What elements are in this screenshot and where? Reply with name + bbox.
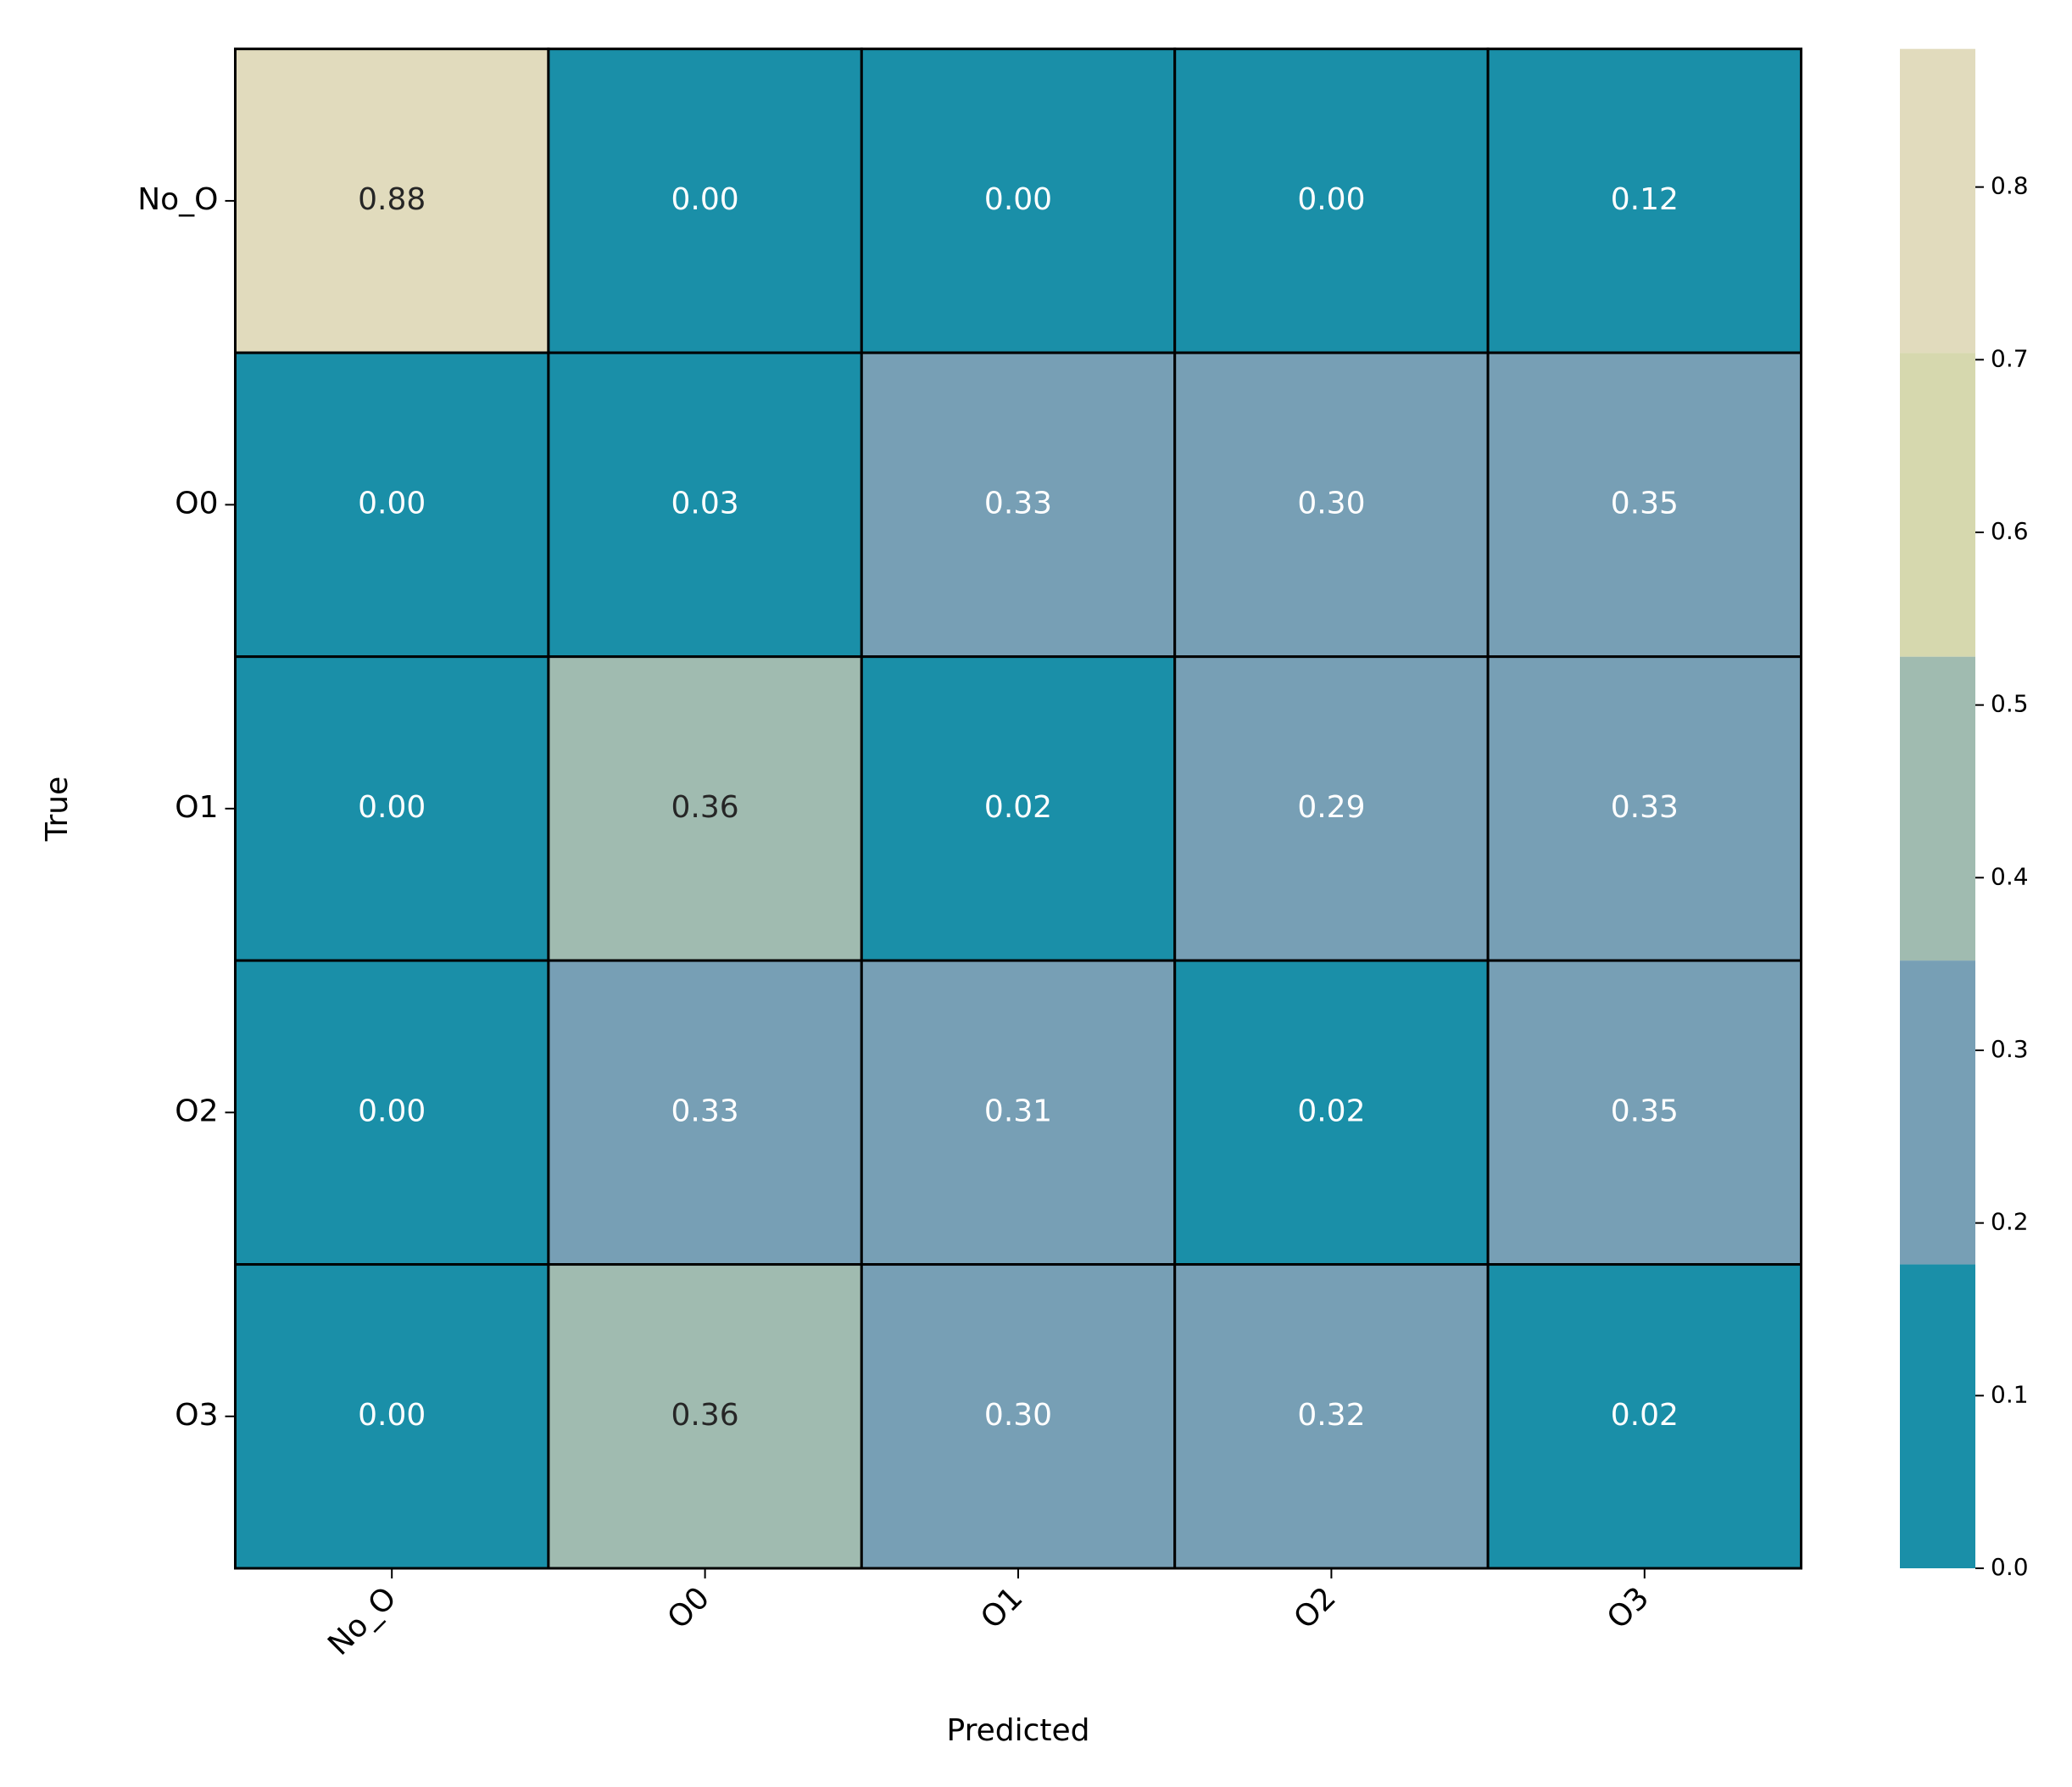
y-tick-label: O1 bbox=[175, 790, 218, 825]
y-tick-label: No_O bbox=[137, 182, 218, 217]
cell-label: 0.88 bbox=[358, 182, 426, 217]
colorbar-tick-label: 0.3 bbox=[1991, 1035, 2029, 1063]
cell-label: 0.33 bbox=[671, 1094, 739, 1128]
colorbar-tick-label: 0.6 bbox=[1991, 517, 2029, 545]
cell-label: 0.12 bbox=[1611, 182, 1679, 217]
colorbar-band bbox=[1900, 1264, 1975, 1568]
cell-label: 0.00 bbox=[358, 790, 426, 825]
heatmap-cell bbox=[1486, 1263, 1802, 1570]
colorbar-tick-label: 0.1 bbox=[1991, 1380, 2029, 1408]
heatmap-cell bbox=[234, 47, 550, 354]
heatmap-cell bbox=[1173, 655, 1490, 962]
x-axis-label: Predicted bbox=[947, 1713, 1090, 1748]
x-tick-label: No_O bbox=[321, 1580, 403, 1662]
cell-label: 0.33 bbox=[1611, 790, 1679, 825]
cell-label: 0.00 bbox=[358, 1398, 426, 1433]
cell-label: 0.00 bbox=[358, 1094, 426, 1128]
colorbar-tick-label: 0.0 bbox=[1991, 1553, 2029, 1581]
cell-label: 0.35 bbox=[1611, 1094, 1679, 1128]
colorbar-tick-label: 0.8 bbox=[1991, 172, 2029, 200]
heatmap-cell bbox=[234, 351, 550, 659]
colorbar-band bbox=[1900, 960, 1975, 1265]
cell-label: 0.02 bbox=[1611, 1398, 1679, 1433]
y-axis-label: True bbox=[40, 777, 75, 842]
heatmap-cell bbox=[547, 655, 863, 962]
heatmap-cell bbox=[1486, 959, 1802, 1266]
heatmap-cell bbox=[860, 1263, 1177, 1570]
colorbar-tick-label: 0.2 bbox=[1991, 1208, 2029, 1236]
heatmap-cell bbox=[547, 959, 863, 1266]
colorbar-band bbox=[1900, 353, 1975, 657]
cell-label: 0.03 bbox=[671, 486, 739, 521]
cell-label: 0.35 bbox=[1611, 486, 1679, 521]
cell-label: 0.30 bbox=[984, 1398, 1052, 1433]
y-tick-label: O0 bbox=[175, 486, 218, 521]
cell-label: 0.36 bbox=[671, 790, 739, 825]
heatmap-cell bbox=[860, 351, 1177, 659]
heatmap-cell bbox=[1486, 655, 1802, 962]
cell-label: 0.36 bbox=[671, 1398, 739, 1433]
x-tick-label: O1 bbox=[974, 1580, 1029, 1635]
cell-label: 0.02 bbox=[984, 790, 1052, 825]
heatmap-cell bbox=[547, 1263, 863, 1570]
y-tick-label: O3 bbox=[175, 1398, 218, 1433]
heatmap-cell bbox=[860, 655, 1177, 962]
heatmap-cell bbox=[860, 47, 1177, 354]
cell-label: 0.00 bbox=[984, 182, 1052, 217]
cell-label: 0.30 bbox=[1297, 486, 1365, 521]
heatmap-cell bbox=[1486, 47, 1802, 354]
cell-label: 0.00 bbox=[671, 182, 739, 217]
colorbar-tick-label: 0.5 bbox=[1991, 690, 2029, 718]
heatmap-cell bbox=[547, 47, 863, 354]
colorbar-tick-label: 0.4 bbox=[1991, 862, 2029, 890]
heatmap-cell bbox=[234, 1263, 550, 1570]
heatmap-cell bbox=[1173, 959, 1490, 1266]
cell-label: 0.29 bbox=[1297, 790, 1365, 825]
cell-label: 0.00 bbox=[358, 486, 426, 521]
heatmap-cell bbox=[1173, 47, 1490, 354]
cell-label: 0.02 bbox=[1297, 1094, 1365, 1128]
cell-label: 0.33 bbox=[984, 486, 1052, 521]
colorbar-tick-label: 0.7 bbox=[1991, 344, 2029, 372]
heatmap-cell bbox=[1486, 351, 1802, 659]
heatmap-cell bbox=[860, 959, 1177, 1266]
colorbar-band bbox=[1900, 48, 1975, 354]
colorbar-band bbox=[1900, 656, 1975, 961]
x-tick-label: O3 bbox=[1601, 1580, 1656, 1635]
x-tick-label: O0 bbox=[661, 1580, 716, 1635]
cell-label: 0.31 bbox=[984, 1094, 1052, 1128]
cell-label: 0.00 bbox=[1297, 182, 1365, 217]
cell-label: 0.32 bbox=[1297, 1398, 1365, 1433]
y-tick-label: O2 bbox=[175, 1094, 218, 1128]
x-tick-label: O2 bbox=[1288, 1580, 1343, 1635]
